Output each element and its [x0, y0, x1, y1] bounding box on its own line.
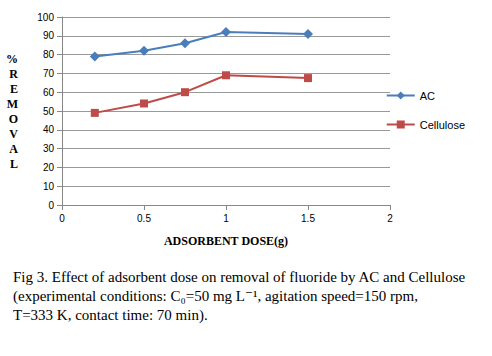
- svg-text:0: 0: [59, 213, 65, 224]
- svg-text:AC: AC: [420, 90, 435, 102]
- svg-text:M: M: [7, 97, 18, 111]
- svg-text:10: 10: [43, 181, 55, 192]
- svg-text:V: V: [9, 127, 18, 141]
- svg-text:1.5: 1.5: [301, 213, 315, 224]
- svg-text:Fig 3. Effect of adsorbent dos: Fig 3. Effect of adsorbent dose on remov…: [13, 269, 469, 285]
- svg-text:Cellulose: Cellulose: [420, 119, 465, 131]
- svg-text:E: E: [10, 82, 18, 96]
- svg-text:A: A: [9, 142, 18, 156]
- svg-text:(experimental conditions: C₀=5: (experimental conditions: C₀=50 mg L⁻¹, …: [13, 288, 422, 305]
- svg-text:30: 30: [43, 143, 55, 154]
- svg-text:50: 50: [43, 106, 55, 117]
- svg-text:0.5: 0.5: [137, 213, 151, 224]
- svg-text:90: 90: [43, 30, 55, 41]
- svg-text:%: %: [6, 52, 18, 66]
- svg-text:1: 1: [223, 213, 229, 224]
- svg-text:L: L: [10, 157, 18, 171]
- svg-text:0: 0: [48, 200, 54, 211]
- svg-text:20: 20: [43, 162, 55, 173]
- svg-text:R: R: [9, 67, 18, 81]
- svg-text:40: 40: [43, 124, 55, 135]
- svg-text:ADSORBENT DOSE(g): ADSORBENT DOSE(g): [164, 234, 288, 248]
- svg-text:70: 70: [43, 68, 55, 79]
- svg-text:T=333 K, contact time: 70 min): T=333 K, contact time: 70 min).: [13, 307, 208, 324]
- svg-text:100: 100: [37, 12, 54, 23]
- svg-text:O: O: [9, 112, 18, 126]
- svg-text:60: 60: [43, 87, 55, 98]
- svg-text:80: 80: [43, 49, 55, 60]
- svg-text:2: 2: [387, 213, 393, 224]
